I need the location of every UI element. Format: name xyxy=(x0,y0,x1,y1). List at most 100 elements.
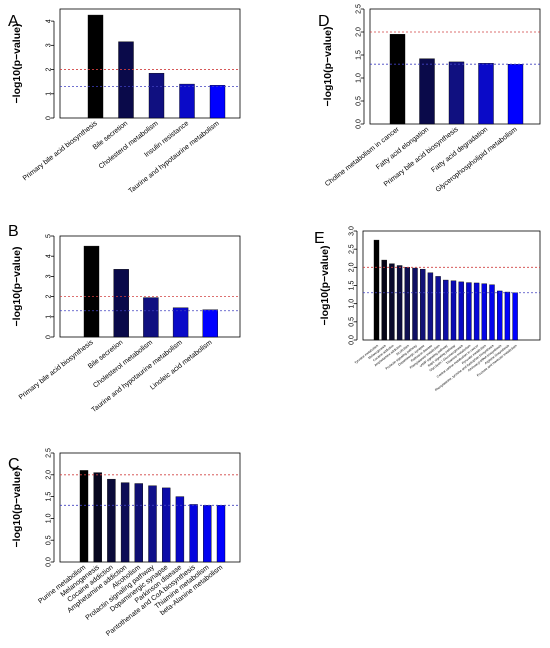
panel-d: D 0.0 0.5 1.0 1.5 2.0 2.5 −log10(p−value) Cholin… xyxy=(318,4,541,194)
panel-b: B 0 1 2 3 4 5 −log10(p−value) Primary bile acid … xyxy=(8,223,241,414)
bar xyxy=(420,268,426,341)
bars xyxy=(389,34,524,125)
panel-letter: C xyxy=(8,456,20,473)
bars xyxy=(87,14,226,119)
x-category-label: Fatty acid elongation xyxy=(375,126,430,171)
bar xyxy=(478,63,494,125)
bar xyxy=(381,259,387,341)
bar xyxy=(107,478,116,563)
bar xyxy=(458,281,464,341)
bar xyxy=(448,61,465,125)
panel-letter: A xyxy=(8,13,19,30)
y-axis: 0 1 2 3 4 5 xyxy=(46,234,55,339)
bar xyxy=(161,487,171,563)
panel-c: C 0.0 0.5 1.0 1.5 2.0 2.5 −log10(p−value) Purine… xyxy=(8,448,241,638)
bar xyxy=(450,280,457,341)
x-category-label: Fatty acid degradation xyxy=(430,126,489,174)
y-tick-label: 2 xyxy=(46,68,53,72)
bar xyxy=(473,282,480,341)
bar xyxy=(412,267,418,341)
bar xyxy=(209,85,226,119)
y-axis-label: −log10(p−value) xyxy=(11,24,23,104)
y-axis-label: −log10(p−value) xyxy=(322,27,334,107)
bar xyxy=(443,279,449,341)
bar xyxy=(435,276,441,341)
bar xyxy=(83,245,100,338)
y-tick-label: 2.5 xyxy=(349,244,356,254)
y-axis: 0 1 2 3 4 xyxy=(46,19,55,120)
y-axis: 0.0 0.5 1.0 1.5 2.0 2.5 xyxy=(356,4,365,129)
bar xyxy=(203,505,212,563)
bars xyxy=(373,239,518,341)
bar xyxy=(202,309,219,338)
bar xyxy=(216,505,226,563)
y-tick-label: 2.0 xyxy=(349,262,356,272)
bar xyxy=(427,272,434,341)
y-tick-label: 0.5 xyxy=(46,535,53,545)
y-tick-label: 1 xyxy=(46,315,53,319)
y-tick-label: 2.5 xyxy=(46,448,53,458)
x-category-labels: Tyrosine metabolismMelanogenesisCocaine … xyxy=(354,343,518,392)
y-tick-label: 2 xyxy=(46,295,53,299)
y-tick-label: 1.0 xyxy=(356,73,363,83)
y-tick-label: 3.0 xyxy=(349,226,356,236)
x-category-label: Cholesterol metabolism xyxy=(98,120,160,171)
panel-letter: B xyxy=(8,223,19,240)
y-axis-label: −log10(p−value) xyxy=(319,246,331,326)
y-tick-label: 3 xyxy=(46,43,53,47)
y-tick-label: 1.0 xyxy=(349,299,356,309)
bars xyxy=(79,470,226,563)
panel-letter: E xyxy=(314,230,325,247)
y-axis-label: −log10(p−value) xyxy=(11,247,23,327)
panel-e: E 0.0 0.5 1.0 1.5 2.0 2.5 3.0 −log10(p−value) Tyr… xyxy=(314,226,541,392)
bar xyxy=(87,14,104,119)
y-tick-label: 4 xyxy=(46,19,53,23)
bar xyxy=(373,239,380,341)
x-category-label: Linoleic acid metabolism xyxy=(149,339,214,392)
x-category-label: Primary bile acid biosynthesis xyxy=(18,339,95,402)
bar xyxy=(113,269,129,338)
y-tick-label: 0 xyxy=(46,116,53,120)
y-tick-label: 1 xyxy=(46,92,53,96)
y-tick-label: 2.0 xyxy=(356,27,363,37)
bar xyxy=(189,504,198,563)
y-tick-label: 0 xyxy=(46,335,53,339)
bar xyxy=(404,267,410,341)
y-tick-label: 1.0 xyxy=(46,513,53,523)
y-tick-label: 0.0 xyxy=(46,557,53,567)
x-category-label: Primary bile acid biosynthesis xyxy=(22,120,99,183)
y-tick-label: 0.5 xyxy=(356,96,363,106)
bars xyxy=(83,245,219,338)
y-tick-label: 0.0 xyxy=(349,335,356,345)
bar xyxy=(79,470,89,563)
bar xyxy=(497,290,503,341)
panel-a: A 0 1 2 3 4 −log10(p−value) Primary bile acid b… xyxy=(8,8,241,195)
bar xyxy=(93,472,102,563)
bar xyxy=(507,63,524,125)
y-tick-label: 0.0 xyxy=(356,119,363,129)
panel-letter: D xyxy=(318,13,330,30)
bar xyxy=(148,72,165,119)
bar xyxy=(489,284,495,341)
bar xyxy=(389,263,395,341)
y-tick-label: 1.5 xyxy=(356,50,363,60)
bar xyxy=(179,83,195,119)
y-tick-label: 0.5 xyxy=(349,317,356,327)
bar xyxy=(120,482,130,563)
bar xyxy=(389,34,406,125)
y-tick-label: 2.0 xyxy=(46,470,53,480)
bar xyxy=(481,283,487,341)
y-axis: 0.0 0.5 1.0 1.5 2.0 2.5 3.0 xyxy=(349,226,358,345)
bar xyxy=(143,297,159,338)
y-tick-label: 5 xyxy=(46,234,53,238)
y-tick-label: 3 xyxy=(46,274,53,278)
bar xyxy=(466,282,472,341)
bar xyxy=(172,307,189,338)
bar xyxy=(175,496,185,563)
y-axis: 0.0 0.5 1.0 1.5 2.0 2.5 xyxy=(46,448,55,567)
